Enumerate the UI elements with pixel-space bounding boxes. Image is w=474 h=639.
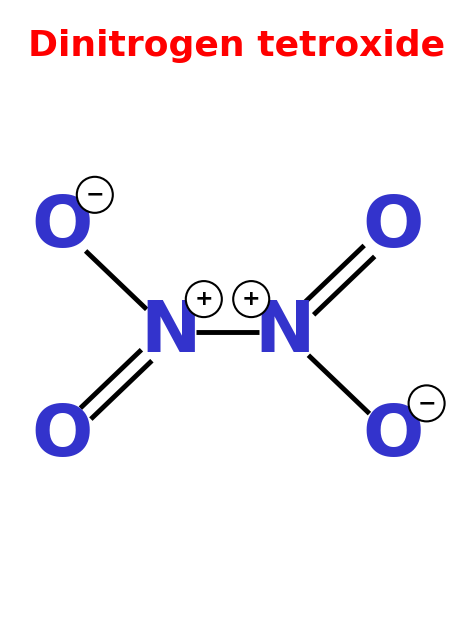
Circle shape (77, 177, 113, 213)
Text: Dinitrogen tetroxide: Dinitrogen tetroxide (28, 29, 446, 63)
Text: VectorStock®: VectorStock® (19, 606, 123, 619)
Text: +: + (242, 289, 261, 309)
Circle shape (233, 281, 269, 317)
Text: −: − (417, 394, 436, 413)
Text: O: O (363, 194, 424, 263)
Circle shape (409, 385, 445, 421)
Text: O: O (31, 194, 92, 263)
Text: N: N (140, 298, 201, 367)
Text: O: O (31, 402, 92, 471)
Text: +: + (194, 289, 213, 309)
Text: N: N (254, 298, 315, 367)
Text: −: − (85, 185, 104, 205)
Text: VectorStock.com/39899669: VectorStock.com/39899669 (272, 606, 455, 619)
Text: O: O (363, 402, 424, 471)
Circle shape (186, 281, 222, 317)
